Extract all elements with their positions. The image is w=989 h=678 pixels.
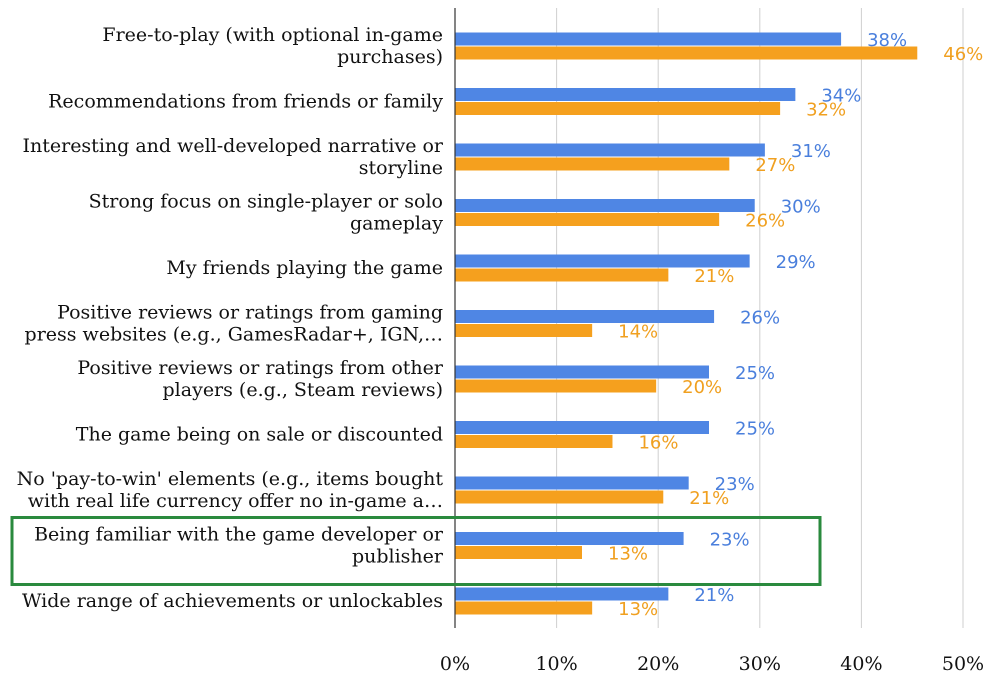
- bar-s1-c6: [455, 379, 657, 393]
- value-label-s1-c5: 14%: [618, 322, 658, 343]
- bars: [455, 32, 918, 615]
- bar-s1-c8: [455, 490, 664, 504]
- category-label-10-line-0: Wide range of achievements or unlockable…: [22, 590, 443, 612]
- bar-s0-c0: [455, 32, 842, 46]
- category-label-8-line-0: No 'pay-to-win' elements (e.g., items bo…: [17, 468, 444, 490]
- category-label-0-line-0: Free-to-play (with optional in-game: [102, 24, 443, 46]
- bar-s0-c3: [455, 199, 755, 212]
- bar-s0-c7: [455, 421, 709, 434]
- x-tick-label-0: 0%: [440, 653, 470, 675]
- bar-s1-c0: [455, 46, 918, 60]
- bar-s0-c8: [455, 476, 689, 490]
- bar-s1-c7: [455, 435, 613, 448]
- bar-s1-c2: [455, 157, 730, 171]
- category-label-6-line-0: Positive reviews or ratings from other: [77, 357, 443, 379]
- value-label-s1-c3: 26%: [745, 211, 785, 232]
- category-label-7-line-0: The game being on sale or discounted: [76, 424, 443, 446]
- category-label-3-line-1: gameplay: [350, 213, 443, 235]
- bar-s1-c9: [455, 546, 582, 559]
- category-label-2-line-0: Interesting and well-developed narrative…: [22, 135, 443, 157]
- value-label-s0-c10: 21%: [694, 585, 734, 606]
- value-label-s1-c1: 32%: [806, 100, 846, 121]
- value-label-s1-c6: 20%: [682, 377, 722, 398]
- bar-s0-c4: [455, 254, 750, 268]
- value-label-s1-c10: 13%: [618, 599, 658, 620]
- category-label-9-line-0: Being familiar with the game developer o…: [34, 524, 444, 546]
- value-label-s1-c9: 13%: [608, 544, 648, 565]
- value-label-s0-c2: 31%: [791, 141, 831, 162]
- category-label-6-line-1: players (e.g., Steam reviews): [163, 379, 443, 401]
- value-label-s0-c0: 38%: [867, 30, 907, 51]
- bar-s0-c6: [455, 365, 709, 379]
- x-tick-label-5: 50%: [942, 653, 984, 675]
- value-label-s0-c9: 23%: [710, 530, 750, 551]
- x-tick-label-2: 20%: [637, 653, 679, 675]
- category-label-2-line-1: storyline: [359, 157, 443, 179]
- x-tick-label-1: 10%: [535, 653, 577, 675]
- value-label-s1-c8: 21%: [689, 488, 729, 509]
- bar-s1-c10: [455, 601, 593, 615]
- x-tick-label-4: 40%: [840, 653, 882, 675]
- value-label-s0-c7: 25%: [735, 419, 775, 440]
- value-label-s1-c2: 27%: [755, 155, 795, 176]
- value-label-s1-c7: 16%: [638, 433, 678, 454]
- value-label-s0-c1: 34%: [821, 86, 861, 107]
- bar-s0-c10: [455, 587, 669, 601]
- value-label-s0-c5: 26%: [740, 308, 780, 329]
- bar-s1-c4: [455, 268, 669, 282]
- bar-s0-c2: [455, 143, 765, 157]
- bar-s0-c1: [455, 88, 796, 101]
- x-tick-label-3: 30%: [739, 653, 781, 675]
- value-labels: 38%46%34%32%31%27%30%26%29%21%26%14%25%2…: [608, 30, 983, 620]
- category-labels: Free-to-play (with optional in-gamepurch…: [17, 24, 444, 612]
- category-label-5-line-1: press websites (e.g., GamesRadar+, IGN,…: [25, 324, 443, 346]
- value-label-s0-c6: 25%: [735, 363, 775, 384]
- value-label-s0-c8: 23%: [715, 474, 755, 495]
- bar-s1-c5: [455, 324, 593, 337]
- x-axis-ticks: 0% 10% 20% 30% 40% 50%: [440, 653, 984, 675]
- category-label-8-line-1: with real life currency offer no in-game…: [28, 490, 443, 512]
- bar-s0-c9: [455, 532, 684, 545]
- value-label-s1-c0: 46%: [943, 44, 983, 65]
- category-label-3-line-0: Strong focus on single-player or solo: [89, 191, 443, 213]
- bar-s1-c3: [455, 213, 720, 226]
- category-label-4-line-0: My friends playing the game: [166, 257, 443, 279]
- value-label-s0-c4: 29%: [776, 252, 816, 273]
- category-label-0-line-1: purchases): [337, 46, 443, 68]
- bar-s0-c5: [455, 310, 715, 323]
- category-label-9-line-1: publisher: [352, 546, 444, 568]
- bar-s1-c1: [455, 102, 781, 115]
- value-label-s1-c4: 21%: [694, 266, 734, 287]
- category-label-1-line-0: Recommendations from friends or family: [48, 91, 443, 113]
- value-label-s0-c3: 30%: [781, 197, 821, 218]
- highlight-box: [10, 516, 822, 586]
- category-label-5-line-0: Positive reviews or ratings from gaming: [57, 302, 443, 324]
